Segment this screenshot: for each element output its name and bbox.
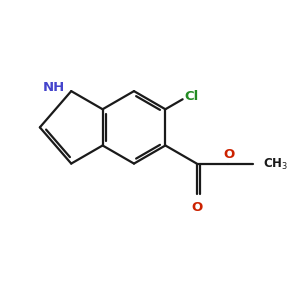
- Text: Cl: Cl: [185, 90, 199, 103]
- Text: CH$_3$: CH$_3$: [263, 157, 288, 172]
- Text: O: O: [224, 148, 235, 161]
- Text: NH: NH: [43, 81, 65, 94]
- Text: O: O: [191, 201, 202, 214]
